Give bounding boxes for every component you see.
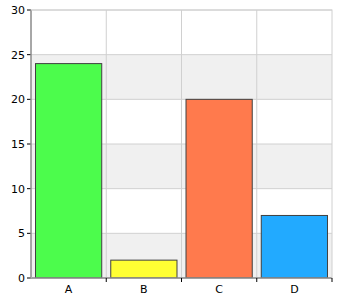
y-tick-label: 15: [11, 138, 25, 151]
tick-mark: [27, 144, 31, 145]
y-tick-label: 30: [11, 4, 25, 17]
tick-mark: [27, 233, 31, 234]
chart: 0 5 10 15 20 25 30 A B C D: [0, 0, 350, 300]
x-tick-label: C: [215, 283, 223, 296]
x-tick-mark: [106, 278, 107, 282]
plot-background: [31, 10, 332, 278]
x-tick-mark: [332, 278, 333, 282]
bar: [186, 99, 252, 278]
tick-mark: [27, 188, 31, 189]
bar: [36, 64, 102, 278]
y-tick-label: 10: [11, 183, 25, 196]
bar: [261, 215, 327, 278]
x-tick-label: D: [290, 283, 298, 296]
y-tick-label: 20: [11, 93, 25, 106]
tick-mark: [27, 278, 31, 279]
tick-mark: [27, 99, 31, 100]
plot-frame: [31, 10, 332, 278]
x-tick-label: A: [65, 283, 73, 296]
x-tick-mark: [181, 278, 182, 282]
y-tick-label: 0: [18, 272, 25, 285]
y-tick-label: 5: [18, 227, 25, 240]
x-tick-label: B: [140, 283, 148, 296]
x-tick-mark: [256, 278, 257, 282]
tick-mark: [27, 10, 31, 11]
grid-line: [31, 54, 332, 55]
bars: [36, 64, 328, 278]
tick-mark: [27, 54, 31, 55]
bar: [111, 260, 177, 278]
y-tick-label: 25: [11, 49, 25, 62]
